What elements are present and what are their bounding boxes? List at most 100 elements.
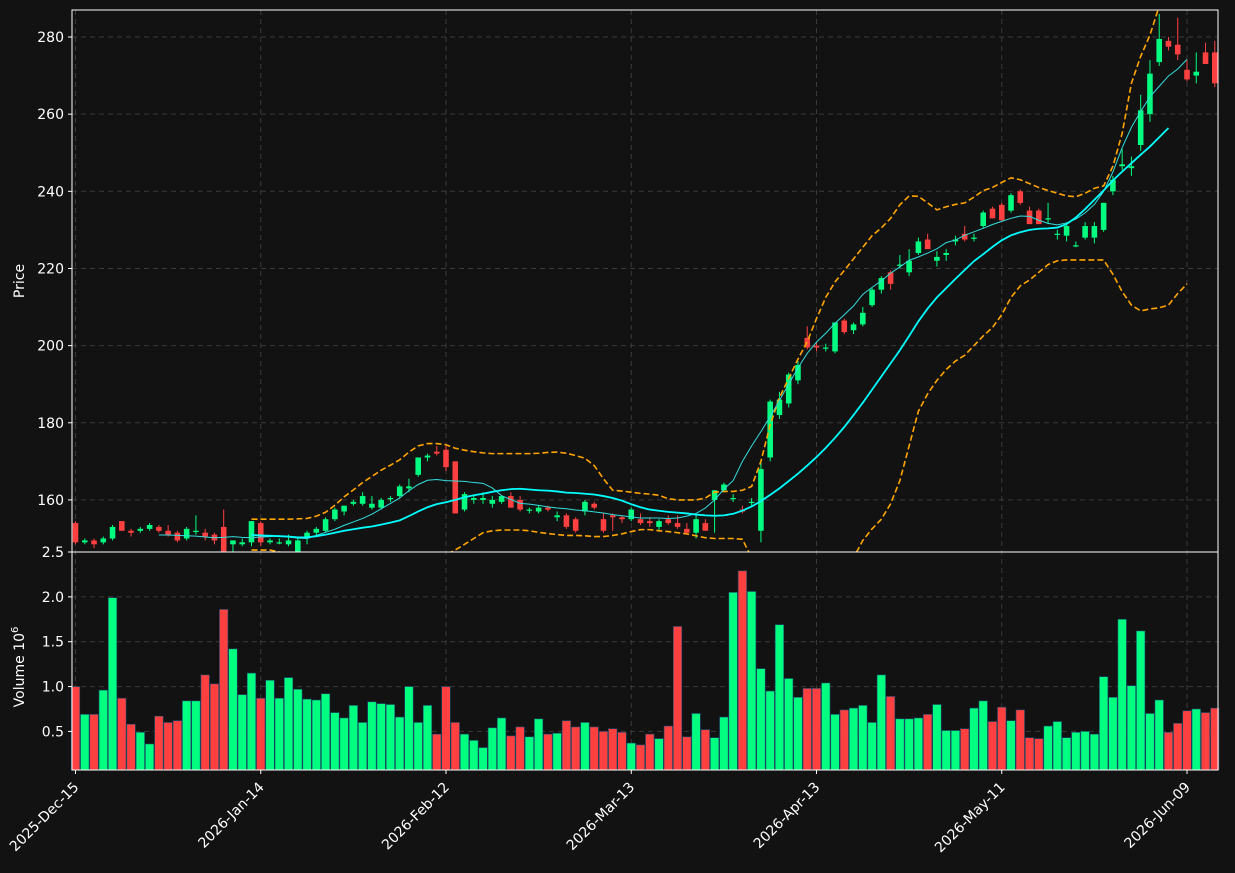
candle-body [1110,179,1116,192]
candle-body [396,486,403,497]
price-tick-label: 180 [37,416,64,432]
candle-body [656,521,662,527]
volume-bar [1089,733,1099,771]
candle-body [1212,52,1218,84]
volume-bar [135,732,145,771]
candle-body [785,374,792,404]
candle-body [183,528,190,539]
volume-bar [1071,732,1081,771]
candle-body [433,451,440,454]
candle-body [1137,110,1144,146]
candle-body [230,540,236,545]
candle-body [480,497,486,500]
volume-bar [534,718,544,771]
volume-bar [1163,732,1174,771]
candle-body [91,540,97,545]
volume-bar [1126,685,1136,771]
candle-body [72,523,79,543]
candle-body [535,507,542,512]
moving-average-20-line [251,127,1170,539]
candle-body [378,499,384,508]
volume-bar [941,730,951,771]
volume-bar [1154,699,1164,771]
volume-bar [608,728,618,771]
candle-body [609,515,616,518]
candle-body [1073,245,1079,247]
volume-bar [895,718,905,771]
volume-bar [228,648,238,771]
moving-average-10-line [158,59,1188,540]
candle-body [295,540,301,552]
volume-bar [1117,618,1127,771]
candle-body [545,507,551,510]
price-tick-label: 200 [37,339,64,355]
candle-body [359,496,366,504]
volume-bar [1043,725,1053,771]
candle-body [137,528,144,531]
candle-body [813,345,820,348]
candle-body [637,519,644,524]
volume-bar [913,717,923,771]
candle-body [369,503,375,508]
volume-bar [302,698,312,771]
volume-bar [385,704,395,771]
volume-bar [154,715,164,771]
candle-body [248,521,255,543]
volume-bar [756,668,766,771]
candle-body [471,497,477,500]
volume-axis-exponent: 6 [10,627,21,633]
price-tick-label: 220 [37,261,64,277]
volume-bar [172,720,182,771]
volume-tick-label: 2.0 [42,590,64,606]
volume-bar [617,732,627,771]
volume-panel-frame [71,551,1219,771]
volume-bar [923,714,933,771]
candle-body [489,499,496,504]
candle-body [109,526,116,539]
volume-bar [1200,712,1211,771]
volume-bar [413,722,423,771]
volume-bar [80,714,90,771]
candle-body [989,208,996,219]
candle-body [257,523,264,543]
candle-body [665,519,672,524]
volume-bar [673,626,683,771]
volume-bar [376,703,386,771]
volume-bar [1108,697,1118,771]
volume-bar [589,726,599,771]
candle-body [156,526,162,531]
volume-bar [524,736,534,771]
candle-body [1036,210,1042,225]
volume-bar [867,722,877,771]
candle-body [81,540,88,543]
candle-body [276,542,283,544]
candle-body [1017,191,1024,203]
candle-body [600,519,607,531]
candle-body [1091,226,1098,238]
volume-bar [645,733,655,771]
candle-body [1184,69,1190,80]
candle-body [1202,52,1209,65]
candle-body [767,401,773,458]
candle-body [1174,44,1181,55]
volume-bar [404,686,414,771]
candle-body [980,212,987,227]
candle-body [322,519,329,531]
candle-body [119,521,125,531]
candle-body [239,542,246,545]
volume-bar [737,570,747,771]
candle-body [424,455,431,458]
volume-bar [321,693,331,771]
candle-body [128,530,134,533]
volume-tick-label: 0.5 [42,724,64,740]
volume-bar [256,697,266,771]
candle-body [517,499,523,510]
volume-bar [200,674,210,771]
volume-bar [774,624,785,771]
candle-body [146,524,153,529]
candle-body [869,289,875,306]
volume-bar [932,704,942,771]
volume-bar [571,726,581,771]
volume-bar [293,688,303,771]
volume-bar [830,714,840,771]
